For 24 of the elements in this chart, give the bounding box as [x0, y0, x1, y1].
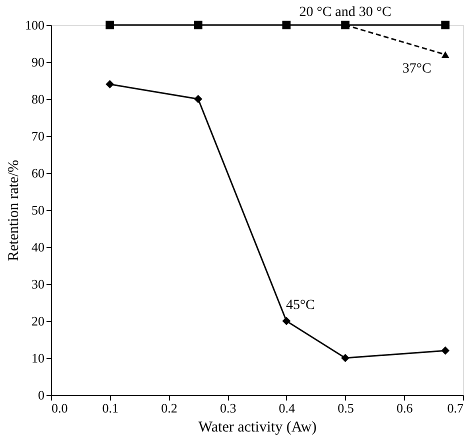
y-tick-label: 90 [32, 54, 44, 70]
x-tick-label: 0.0 [52, 400, 68, 416]
y-tick-label: 60 [32, 166, 44, 180]
x-tick-label: 0.4 [278, 400, 296, 416]
x-axis-title: Water activity (Aw) [198, 420, 317, 436]
annotation: 37°C [402, 62, 432, 77]
x-tick-label: 0.7 [447, 400, 464, 416]
y-tick-label: 80 [32, 92, 44, 106]
y-tick-label: 50 [32, 202, 44, 218]
x-tick-label: 0.2 [161, 400, 178, 416]
y-tick-label: 40 [32, 240, 44, 254]
y-tick-label: 20 [32, 314, 44, 328]
x-tick-label: 0.6 [396, 400, 414, 416]
x-tick-label: 0.5 [338, 400, 354, 416]
y-tick-label: 100 [25, 18, 44, 32]
y-axis-title: Retention rate/% [6, 160, 22, 262]
y-tick-label: 70 [32, 128, 44, 144]
annotation: 45°C [286, 298, 315, 313]
y-tick-label: 0 [38, 388, 44, 402]
y-tick-label: 30 [32, 276, 44, 292]
x-tick-label: 0.1 [102, 400, 118, 416]
annotation: 20 °C and 30 °C [299, 5, 392, 20]
y-tick-label: 10 [32, 350, 44, 366]
x-tick-label: 0.3 [220, 400, 236, 416]
